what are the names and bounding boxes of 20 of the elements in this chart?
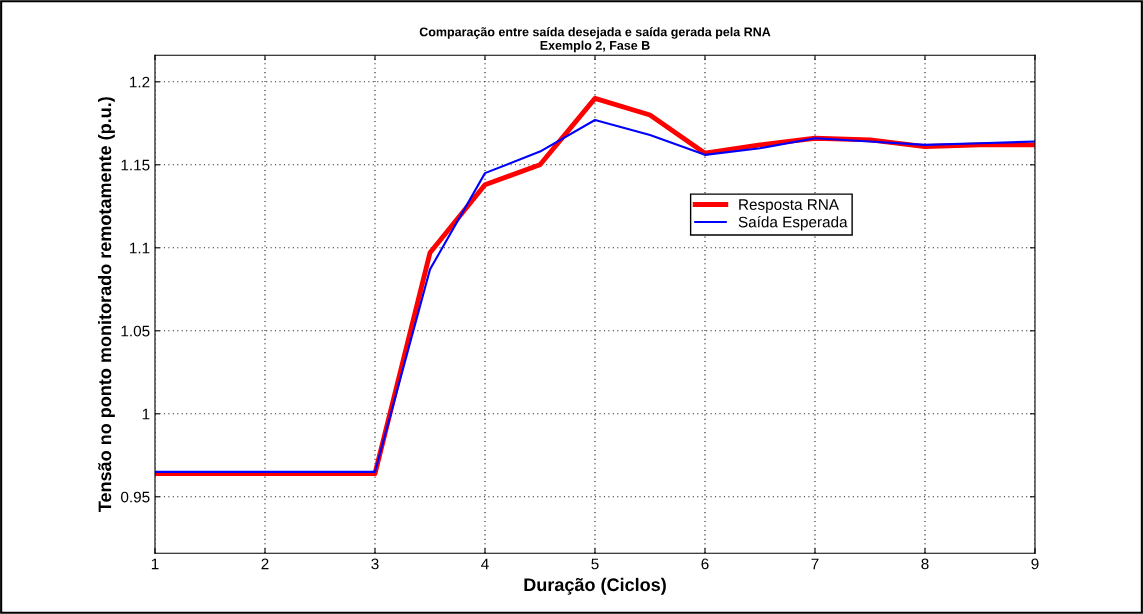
legend-label: Resposta RNA	[739, 199, 839, 213]
y-axis-title: Tensão no ponto monitorado remotamente (p.u.)	[98, 97, 115, 512]
x-tick-label: 9	[1031, 558, 1039, 570]
x-tick-label: 5	[591, 558, 599, 570]
x-tick-label: 7	[811, 558, 819, 570]
legend-label: Saída Esperada	[738, 216, 848, 231]
x-tick-label: 4	[481, 558, 489, 570]
y-tick-label: 1.1	[130, 242, 150, 254]
x-tick-label: 3	[371, 558, 379, 570]
y-tick-label: 1	[142, 408, 150, 420]
y-tick-label: 1.15	[121, 159, 150, 171]
y-tick-label: 1.05	[121, 325, 150, 337]
y-tick-label: 1.2	[130, 76, 150, 88]
x-tick-label: 1	[151, 558, 159, 570]
y-tick-label: 0.95	[120, 491, 150, 503]
x-tick-label: 8	[921, 558, 929, 570]
x-tick-label: 2	[261, 558, 269, 570]
chart-title: Comparação entre saída desejada e saída gerada pela RNA Exemplo 2, Fase B	[419, 27, 771, 53]
x-tick-label: 6	[701, 558, 709, 570]
x-axis-title: Duração (Ciclos)	[524, 577, 666, 595]
